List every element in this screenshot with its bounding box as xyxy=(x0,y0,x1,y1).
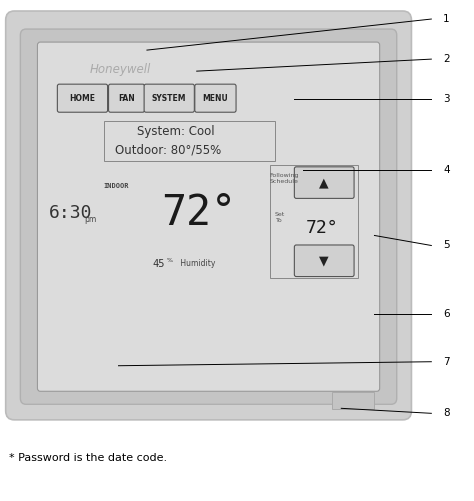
Text: 6: 6 xyxy=(443,309,450,319)
FancyBboxPatch shape xyxy=(109,84,145,112)
Text: Set: Set xyxy=(274,212,285,217)
Text: ▲: ▲ xyxy=(319,176,329,189)
FancyBboxPatch shape xyxy=(294,245,354,277)
Text: %: % xyxy=(167,258,173,263)
Text: MENU: MENU xyxy=(202,94,228,103)
Text: 7: 7 xyxy=(443,357,450,367)
Text: pm: pm xyxy=(84,215,96,224)
Text: HOME: HOME xyxy=(70,94,95,103)
FancyBboxPatch shape xyxy=(294,167,354,198)
Text: * Password is the date code.: * Password is the date code. xyxy=(9,453,168,463)
Text: 45: 45 xyxy=(153,259,165,269)
Bar xyxy=(332,392,374,409)
Text: Following: Following xyxy=(270,173,299,178)
Text: Honeywell: Honeywell xyxy=(90,63,151,76)
Text: 72°: 72° xyxy=(162,192,237,234)
Text: Outdoor: 80°/55%: Outdoor: 80°/55% xyxy=(115,144,221,157)
Text: FAN: FAN xyxy=(118,94,135,103)
FancyBboxPatch shape xyxy=(6,11,411,420)
Text: Humidity: Humidity xyxy=(178,259,215,268)
Text: 5: 5 xyxy=(443,240,450,250)
FancyBboxPatch shape xyxy=(195,84,236,112)
FancyBboxPatch shape xyxy=(144,84,194,112)
Bar xyxy=(270,165,358,278)
Text: 6:30: 6:30 xyxy=(48,204,92,222)
Text: 3: 3 xyxy=(443,94,450,104)
Text: INDOOR: INDOOR xyxy=(103,183,129,189)
FancyBboxPatch shape xyxy=(20,29,397,404)
Text: 8: 8 xyxy=(443,408,450,418)
Text: 4: 4 xyxy=(443,165,450,175)
Text: ▼: ▼ xyxy=(319,255,329,267)
FancyBboxPatch shape xyxy=(37,42,380,391)
Text: 72°: 72° xyxy=(306,219,338,237)
Text: To: To xyxy=(276,218,283,223)
Text: Schedule: Schedule xyxy=(270,179,299,184)
Text: 2: 2 xyxy=(443,54,450,64)
Text: System: Cool: System: Cool xyxy=(137,125,214,138)
Text: SYSTEM: SYSTEM xyxy=(152,94,186,103)
Text: 1: 1 xyxy=(443,14,450,24)
FancyBboxPatch shape xyxy=(57,84,108,112)
